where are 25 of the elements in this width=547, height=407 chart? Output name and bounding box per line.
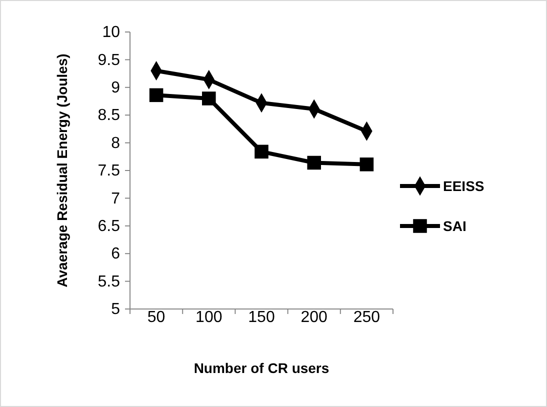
y-tick-label: 10 [102, 24, 120, 42]
y-tick-label: 6 [111, 246, 120, 263]
x-tick-label: 150 [248, 309, 275, 326]
point [360, 158, 374, 172]
point [307, 156, 321, 170]
y-tick-label: 5 [111, 301, 120, 318]
x-tick-label: 200 [300, 309, 328, 326]
y-tick-label: 7.5 [98, 162, 120, 180]
x-tick-label: 50 [147, 309, 166, 326]
x-tick-label: 250 [353, 309, 380, 326]
y-tick-label: 7 [111, 190, 120, 208]
x-axis-title: Number of CR users [194, 360, 330, 376]
legend-label: SAI [443, 218, 466, 234]
point [202, 92, 216, 106]
legend-label: EEISS [443, 178, 484, 194]
y-tick-label: 8 [111, 134, 120, 152]
y-axis-title: Avaerage Residual Energy (Joules) [54, 54, 70, 288]
y-tick-label: 5.5 [98, 273, 120, 290]
point [149, 88, 164, 102]
point [254, 144, 268, 159]
y-tick-label: 8.5 [98, 107, 120, 124]
y-tick-label: 6.5 [98, 218, 120, 236]
y-tick-label: 9.5 [98, 52, 120, 69]
x-tick-label: 100 [196, 309, 222, 326]
y-tick-label: 9 [111, 80, 120, 97]
